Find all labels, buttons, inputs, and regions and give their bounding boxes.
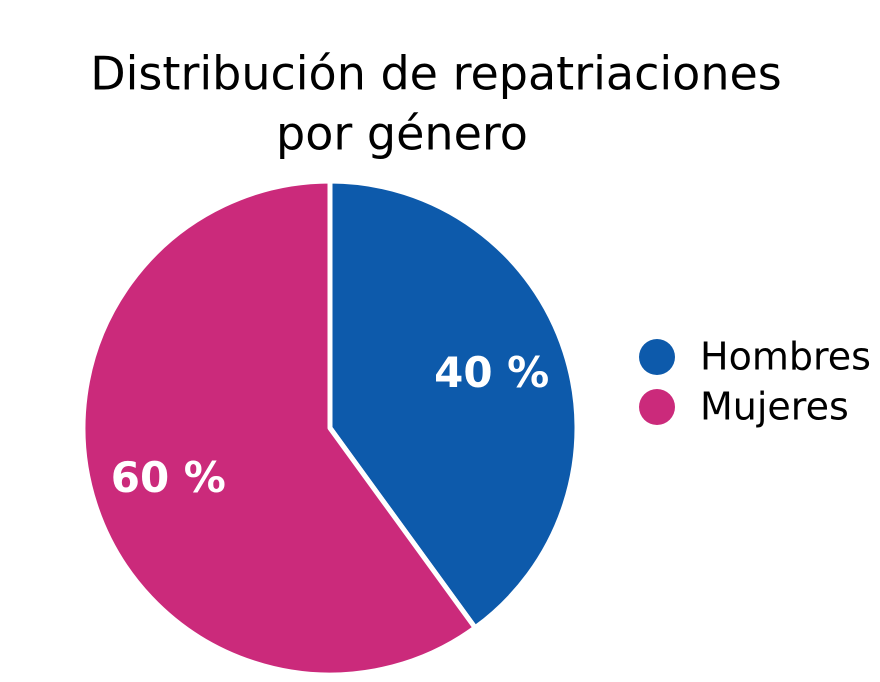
- chart-title: por género: [276, 107, 528, 161]
- pie-slice: [80, 178, 478, 678]
- legend-marker: [639, 389, 675, 425]
- legend-marker: [639, 339, 675, 375]
- pie-slice: [327, 178, 580, 631]
- value-label: 40 %: [434, 348, 549, 397]
- legend-label: Mujeres: [700, 385, 849, 429]
- chart-title: Distribución de repatriaciones: [90, 47, 782, 101]
- legend-label: Hombres: [700, 335, 871, 379]
- value-label: 60 %: [111, 453, 226, 502]
